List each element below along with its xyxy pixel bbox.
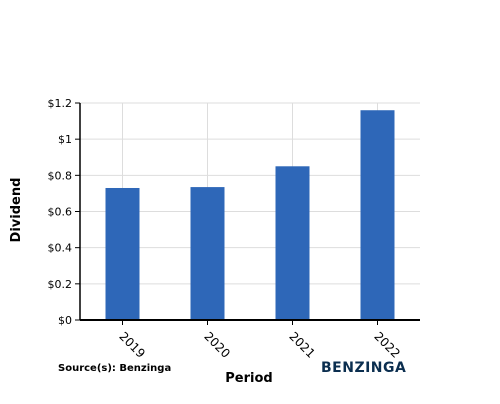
- bars: [105, 110, 395, 320]
- y-tick-labels: $0 $0.2 $0.4 $0.6 $0.8 $1 $1.2: [48, 97, 73, 327]
- x-tick-labels: 2019 2020 2021 2022: [116, 329, 402, 360]
- source-note: Source(s): Benzinga: [58, 363, 172, 374]
- y-tick-label: $0.8: [48, 169, 73, 182]
- x-tick-label: 2020: [201, 329, 232, 360]
- x-axis-label: Period: [225, 371, 272, 386]
- y-tick-label: $0.6: [48, 206, 73, 219]
- axes: [75, 102, 420, 325]
- bar-2021: [275, 166, 310, 320]
- x-tick-label: 2022: [371, 329, 402, 360]
- bar-2019: [105, 187, 140, 320]
- x-tick-label: 2021: [286, 329, 317, 360]
- y-axis-label: Dividend: [9, 178, 24, 243]
- y-tick-label: $0.4: [48, 242, 73, 255]
- bar-2022: [360, 110, 395, 320]
- benzinga-logo: BENZINGA: [321, 360, 407, 376]
- x-tick-label: 2019: [116, 329, 147, 360]
- bar-2020: [190, 187, 225, 320]
- y-tick-label: $0.2: [48, 278, 73, 291]
- y-tick-label: $1: [58, 133, 72, 146]
- y-tick-label: $0: [58, 314, 72, 327]
- y-tick-label: $1.2: [48, 97, 73, 110]
